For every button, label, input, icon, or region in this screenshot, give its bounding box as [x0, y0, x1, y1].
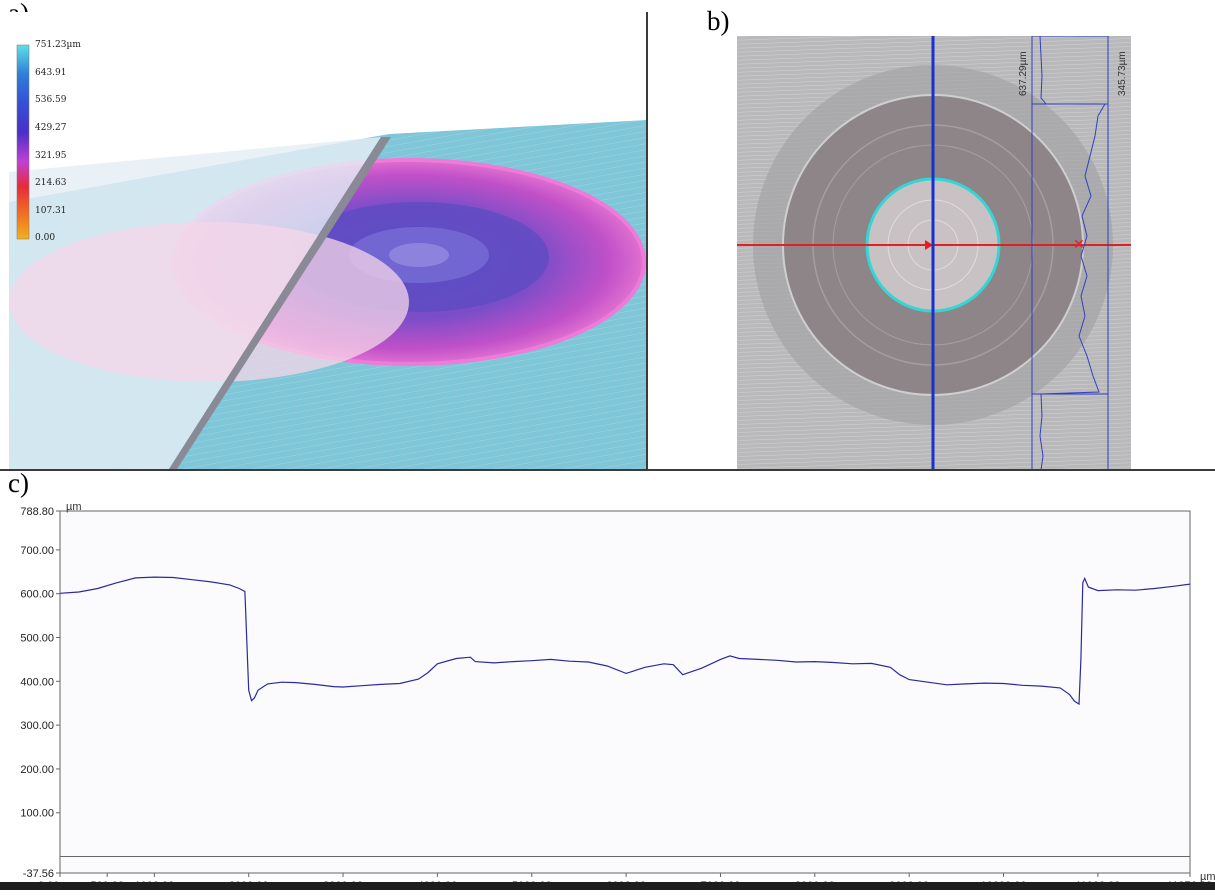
colorbar — [16, 44, 30, 240]
y-tick-label: 300.00 — [20, 720, 54, 732]
y-tick-label: 200.00 — [20, 764, 54, 776]
x-axis-unit-label: µm — [1200, 871, 1215, 883]
y-tick-label: 400.00 — [20, 676, 54, 688]
y-tick-label: 600.00 — [20, 589, 54, 601]
colorbar-label: 643.91 — [35, 68, 67, 78]
plot-frame — [59, 510, 1191, 874]
colorbar-label: 751.23µm — [35, 40, 81, 50]
surface-3d-view[interactable]: 751.23µm 643.91 536.59 429.27 321.95 214… — [9, 12, 647, 469]
y-tick-label: -37.56 — [23, 868, 54, 880]
profile-right-label: 345.73µm — [1117, 51, 1128, 96]
panel-label-c: c) — [8, 468, 29, 498]
y-tick-label: 788.80 — [20, 506, 54, 518]
colorbar-label: 321.95 — [35, 151, 67, 161]
colorbar-label: 536.59 — [35, 95, 67, 105]
colorbar-label: 429.27 — [35, 123, 67, 133]
top-view-render: ✕ 637.29µm 345.73µm — [737, 36, 1131, 470]
profile-chart-panel[interactable]: -37.56 100.00 200.00 300.00 400.00 500.00 600.… — [0, 480, 1215, 892]
profile-overlay-box — [1031, 36, 1109, 470]
y-axis-unit-label: µm — [66, 501, 82, 513]
panel-label-b: b) — [707, 6, 730, 36]
colorbar-label: 214.63 — [35, 178, 67, 188]
colorbar-label: 0.00 — [35, 233, 56, 243]
profile-series-line — [59, 576, 1191, 706]
y-tick-label: 700.00 — [20, 545, 54, 557]
profile-marker-icon: ✕ — [1073, 236, 1085, 252]
svg-text:637.29µm: 637.29µm — [1018, 51, 1029, 96]
y-tick-label: 500.00 — [20, 633, 54, 645]
horizontal-scrollbar[interactable] — [0, 882, 1215, 890]
colorbar-label: 107.31 — [35, 206, 67, 216]
y-tick-label: 100.00 — [20, 808, 54, 820]
surface-3d-render — [9, 12, 647, 469]
profile-chart: -37.56 100.00 200.00 300.00 400.00 500.00 600.… — [20, 501, 1215, 892]
horizontal-divider — [0, 469, 1215, 471]
top-view[interactable]: ✕ 637.29µm 345.73µm — [737, 36, 1131, 470]
svg-text:345.73µm: 345.73µm — [1117, 51, 1128, 96]
profile-left-label: 637.29µm — [1018, 51, 1029, 96]
vertical-divider — [646, 12, 648, 469]
